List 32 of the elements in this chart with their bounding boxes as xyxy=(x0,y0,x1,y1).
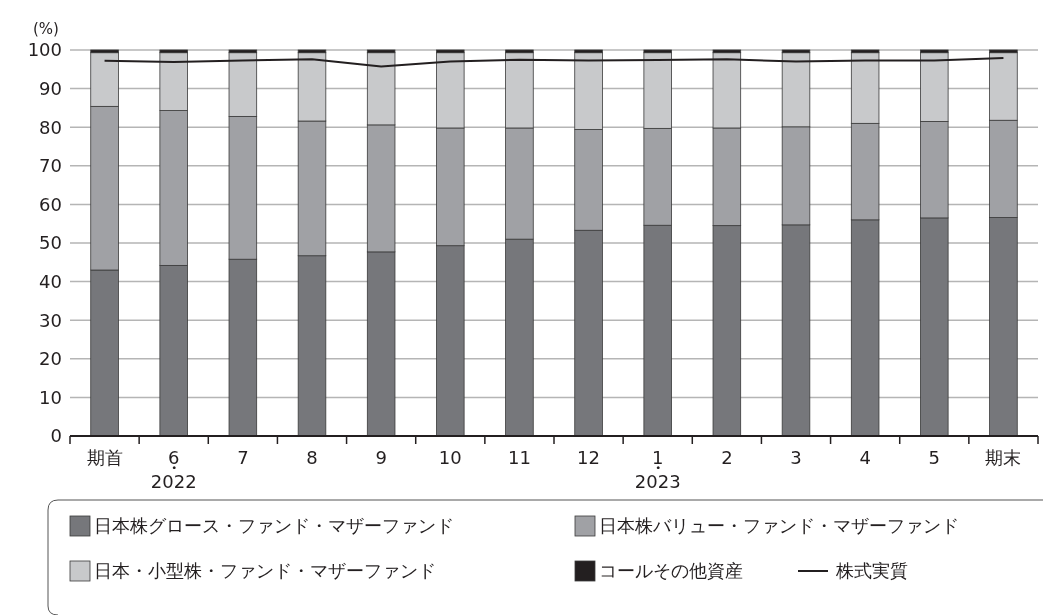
y-tick-label: 20 xyxy=(39,348,62,370)
y-tick-label: 40 xyxy=(39,270,62,292)
y-tick-label: 70 xyxy=(39,155,62,177)
y-tick-label: 60 xyxy=(39,193,62,215)
x-tick-label: 10 xyxy=(438,447,462,468)
x-tick-label: 12 xyxy=(577,447,601,468)
x-tick-label: 2 xyxy=(721,447,733,468)
x-tick-label: 9 xyxy=(375,447,387,468)
y-tick-label: 0 xyxy=(50,425,62,447)
y-tick-label: 100 xyxy=(27,39,62,61)
x-tick-label: 5 xyxy=(928,447,941,468)
x-tick-label: 7 xyxy=(237,447,249,468)
y-tick-label: 10 xyxy=(39,386,62,408)
x-tick-label: 1 ・ 2023 xyxy=(634,447,681,492)
x-tick-label: 4 xyxy=(859,447,871,468)
legend-label: 日本株グロース・ファンド・マザーファンド xyxy=(94,515,454,537)
y-tick-label: 90 xyxy=(39,77,62,99)
x-tick-label: 8 xyxy=(306,447,318,468)
x-tick-label: 3 xyxy=(790,447,802,468)
line-series xyxy=(103,57,1005,68)
legend-label: コールその他資産 xyxy=(599,560,743,582)
legend-label: 日本株バリュー・ファンド・マザーファンド xyxy=(599,515,959,537)
legend-label: 日本・小型株・ファンド・マザーファンド xyxy=(94,560,436,582)
y-tick-label: 50 xyxy=(39,232,62,254)
y-tick-label: 80 xyxy=(39,116,62,138)
x-tick-label: 11 xyxy=(507,447,531,468)
x-tick-label: 期首 xyxy=(86,447,123,468)
x-tick-label: 6 ・ 2022 xyxy=(150,447,197,492)
y-axis-title: (%) xyxy=(33,20,59,38)
x-tick-label: 期末 xyxy=(985,447,1022,468)
y-tick-label: 30 xyxy=(39,309,62,331)
legend-label: 株式実質 xyxy=(835,560,908,582)
